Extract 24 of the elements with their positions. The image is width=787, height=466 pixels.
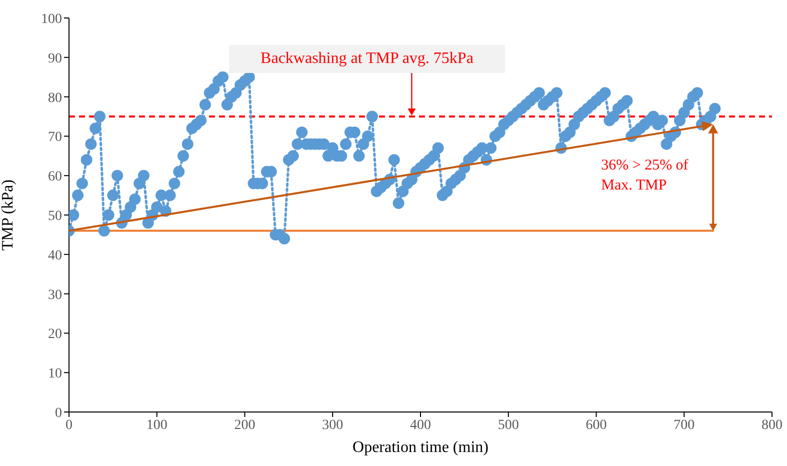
x-tick-label: 400 [410, 418, 431, 433]
x-tick-label: 700 [674, 418, 695, 433]
annotation: 36% > 25% of Max. TMP [601, 157, 688, 194]
y-tick-label: 60 [48, 170, 62, 185]
ref-line-label: Backwashing at TMP avg. 75kPa [260, 50, 474, 67]
x-tick-label: 600 [586, 418, 607, 433]
y-tick-label: 10 [48, 366, 62, 382]
x-tick-label: 200 [234, 418, 256, 433]
y-tick-label: 70 [48, 130, 62, 146]
y-tick-label: 50 [48, 208, 62, 224]
x-tick-label: 800 [762, 418, 782, 433]
x-tick-label: 0 [66, 418, 72, 433]
y-tick-label: 100 [41, 12, 62, 27]
y-tick-label: 80 [48, 90, 62, 106]
y-tick-label: 40 [48, 248, 62, 264]
y-tick-label: 30 [48, 288, 62, 303]
x-tick-label: 300 [322, 418, 344, 433]
x-axis-title: Operation time (min) [352, 439, 488, 456]
y-axis-title: TMP (kPa) [0, 180, 17, 250]
x-tick-label: 500 [498, 418, 519, 433]
x-tick-label: 100 [146, 418, 168, 433]
y-tick-label: 90 [48, 51, 62, 66]
y-tick-label: 20 [48, 327, 62, 342]
y-tick-label: 0 [55, 406, 62, 421]
